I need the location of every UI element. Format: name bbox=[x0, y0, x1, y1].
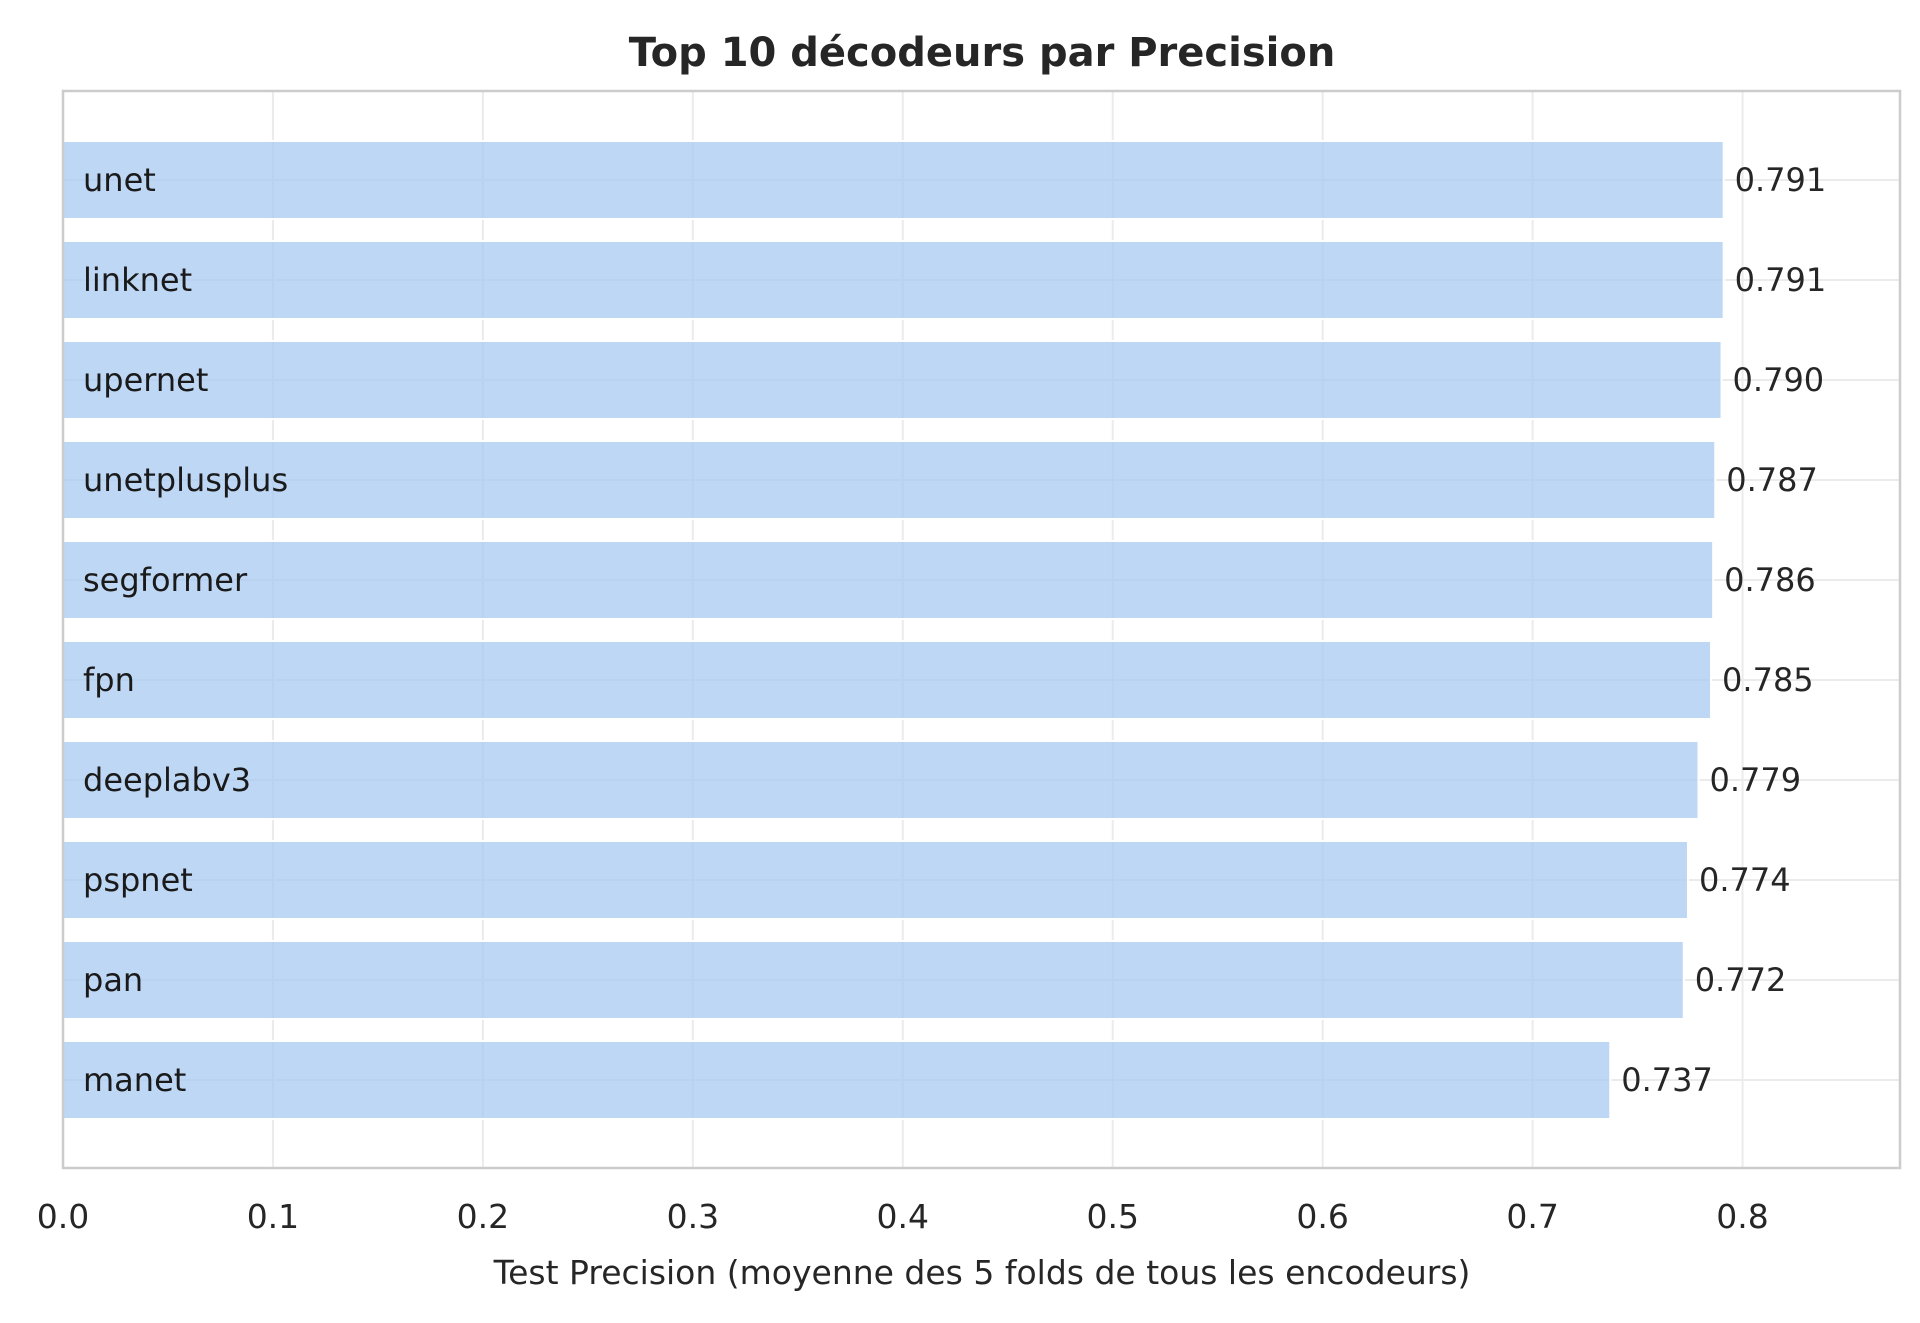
bar-unet bbox=[62, 140, 1725, 220]
value-label-upernet: 0.790 bbox=[1733, 361, 1825, 399]
x-axis-ticks: 0.0 0.1 0.2 0.3 0.4 0.5 0.6 0.7 0.8 bbox=[37, 1197, 1769, 1236]
bar-manet bbox=[62, 1040, 1612, 1120]
bar-fpn bbox=[62, 640, 1713, 720]
x-tick-label: 0.0 bbox=[37, 1197, 89, 1236]
bar-segformer bbox=[62, 540, 1715, 620]
category-label-manet: manet bbox=[83, 1061, 186, 1099]
bars bbox=[62, 140, 1725, 1120]
bar-deeplabv3 bbox=[62, 740, 1700, 820]
value-label-deeplabv3: 0.779 bbox=[1709, 761, 1801, 799]
value-label-fpn: 0.785 bbox=[1722, 661, 1814, 699]
x-tick-label: 0.2 bbox=[457, 1197, 509, 1236]
category-label-upernet: upernet bbox=[83, 361, 208, 399]
value-label-linknet: 0.791 bbox=[1735, 261, 1827, 299]
category-label-linknet: linknet bbox=[83, 261, 192, 299]
x-tick-label: 0.4 bbox=[877, 1197, 929, 1236]
value-label-unetplusplus: 0.787 bbox=[1726, 461, 1818, 499]
x-tick-label: 0.8 bbox=[1716, 1197, 1768, 1236]
value-label-unet: 0.791 bbox=[1735, 161, 1827, 199]
plot-frame bbox=[61, 89, 1902, 1170]
bar-pan bbox=[62, 940, 1685, 1020]
category-label-fpn: fpn bbox=[83, 661, 135, 699]
category-label-segformer: segformer bbox=[83, 561, 248, 599]
x-axis-label: Test Precision (moyenne des 5 folds de t… bbox=[493, 1253, 1471, 1292]
bar-upernet bbox=[62, 340, 1723, 420]
category-label-pan: pan bbox=[83, 961, 143, 999]
category-label-deeplabv3: deeplabv3 bbox=[83, 761, 251, 799]
value-labels: 0.791 0.791 0.790 0.787 0.786 0.785 0.779 0.774… bbox=[1621, 161, 1826, 1099]
x-tick-label: 0.3 bbox=[667, 1197, 719, 1236]
bar-pspnet bbox=[62, 840, 1689, 920]
value-label-manet: 0.737 bbox=[1621, 1061, 1713, 1099]
value-label-pan: 0.772 bbox=[1695, 961, 1787, 999]
x-tick-label: 0.1 bbox=[247, 1197, 299, 1236]
bar-labels: unet linknet upernet unetplusplus segformer f… bbox=[83, 161, 288, 1099]
x-tick-label: 0.7 bbox=[1506, 1197, 1558, 1236]
bar-unetplusplus bbox=[62, 440, 1717, 520]
chart-title: Top 10 décodeurs par Precision bbox=[629, 30, 1336, 76]
x-tick-label: 0.6 bbox=[1296, 1197, 1348, 1236]
category-label-pspnet: pspnet bbox=[83, 861, 193, 899]
x-tick-label: 0.5 bbox=[1086, 1197, 1138, 1236]
category-label-unet: unet bbox=[83, 161, 156, 199]
category-label-unetplusplus: unetplusplus bbox=[83, 461, 288, 499]
value-label-pspnet: 0.774 bbox=[1699, 861, 1791, 899]
value-label-segformer: 0.786 bbox=[1724, 561, 1816, 599]
bar-linknet bbox=[62, 240, 1725, 320]
